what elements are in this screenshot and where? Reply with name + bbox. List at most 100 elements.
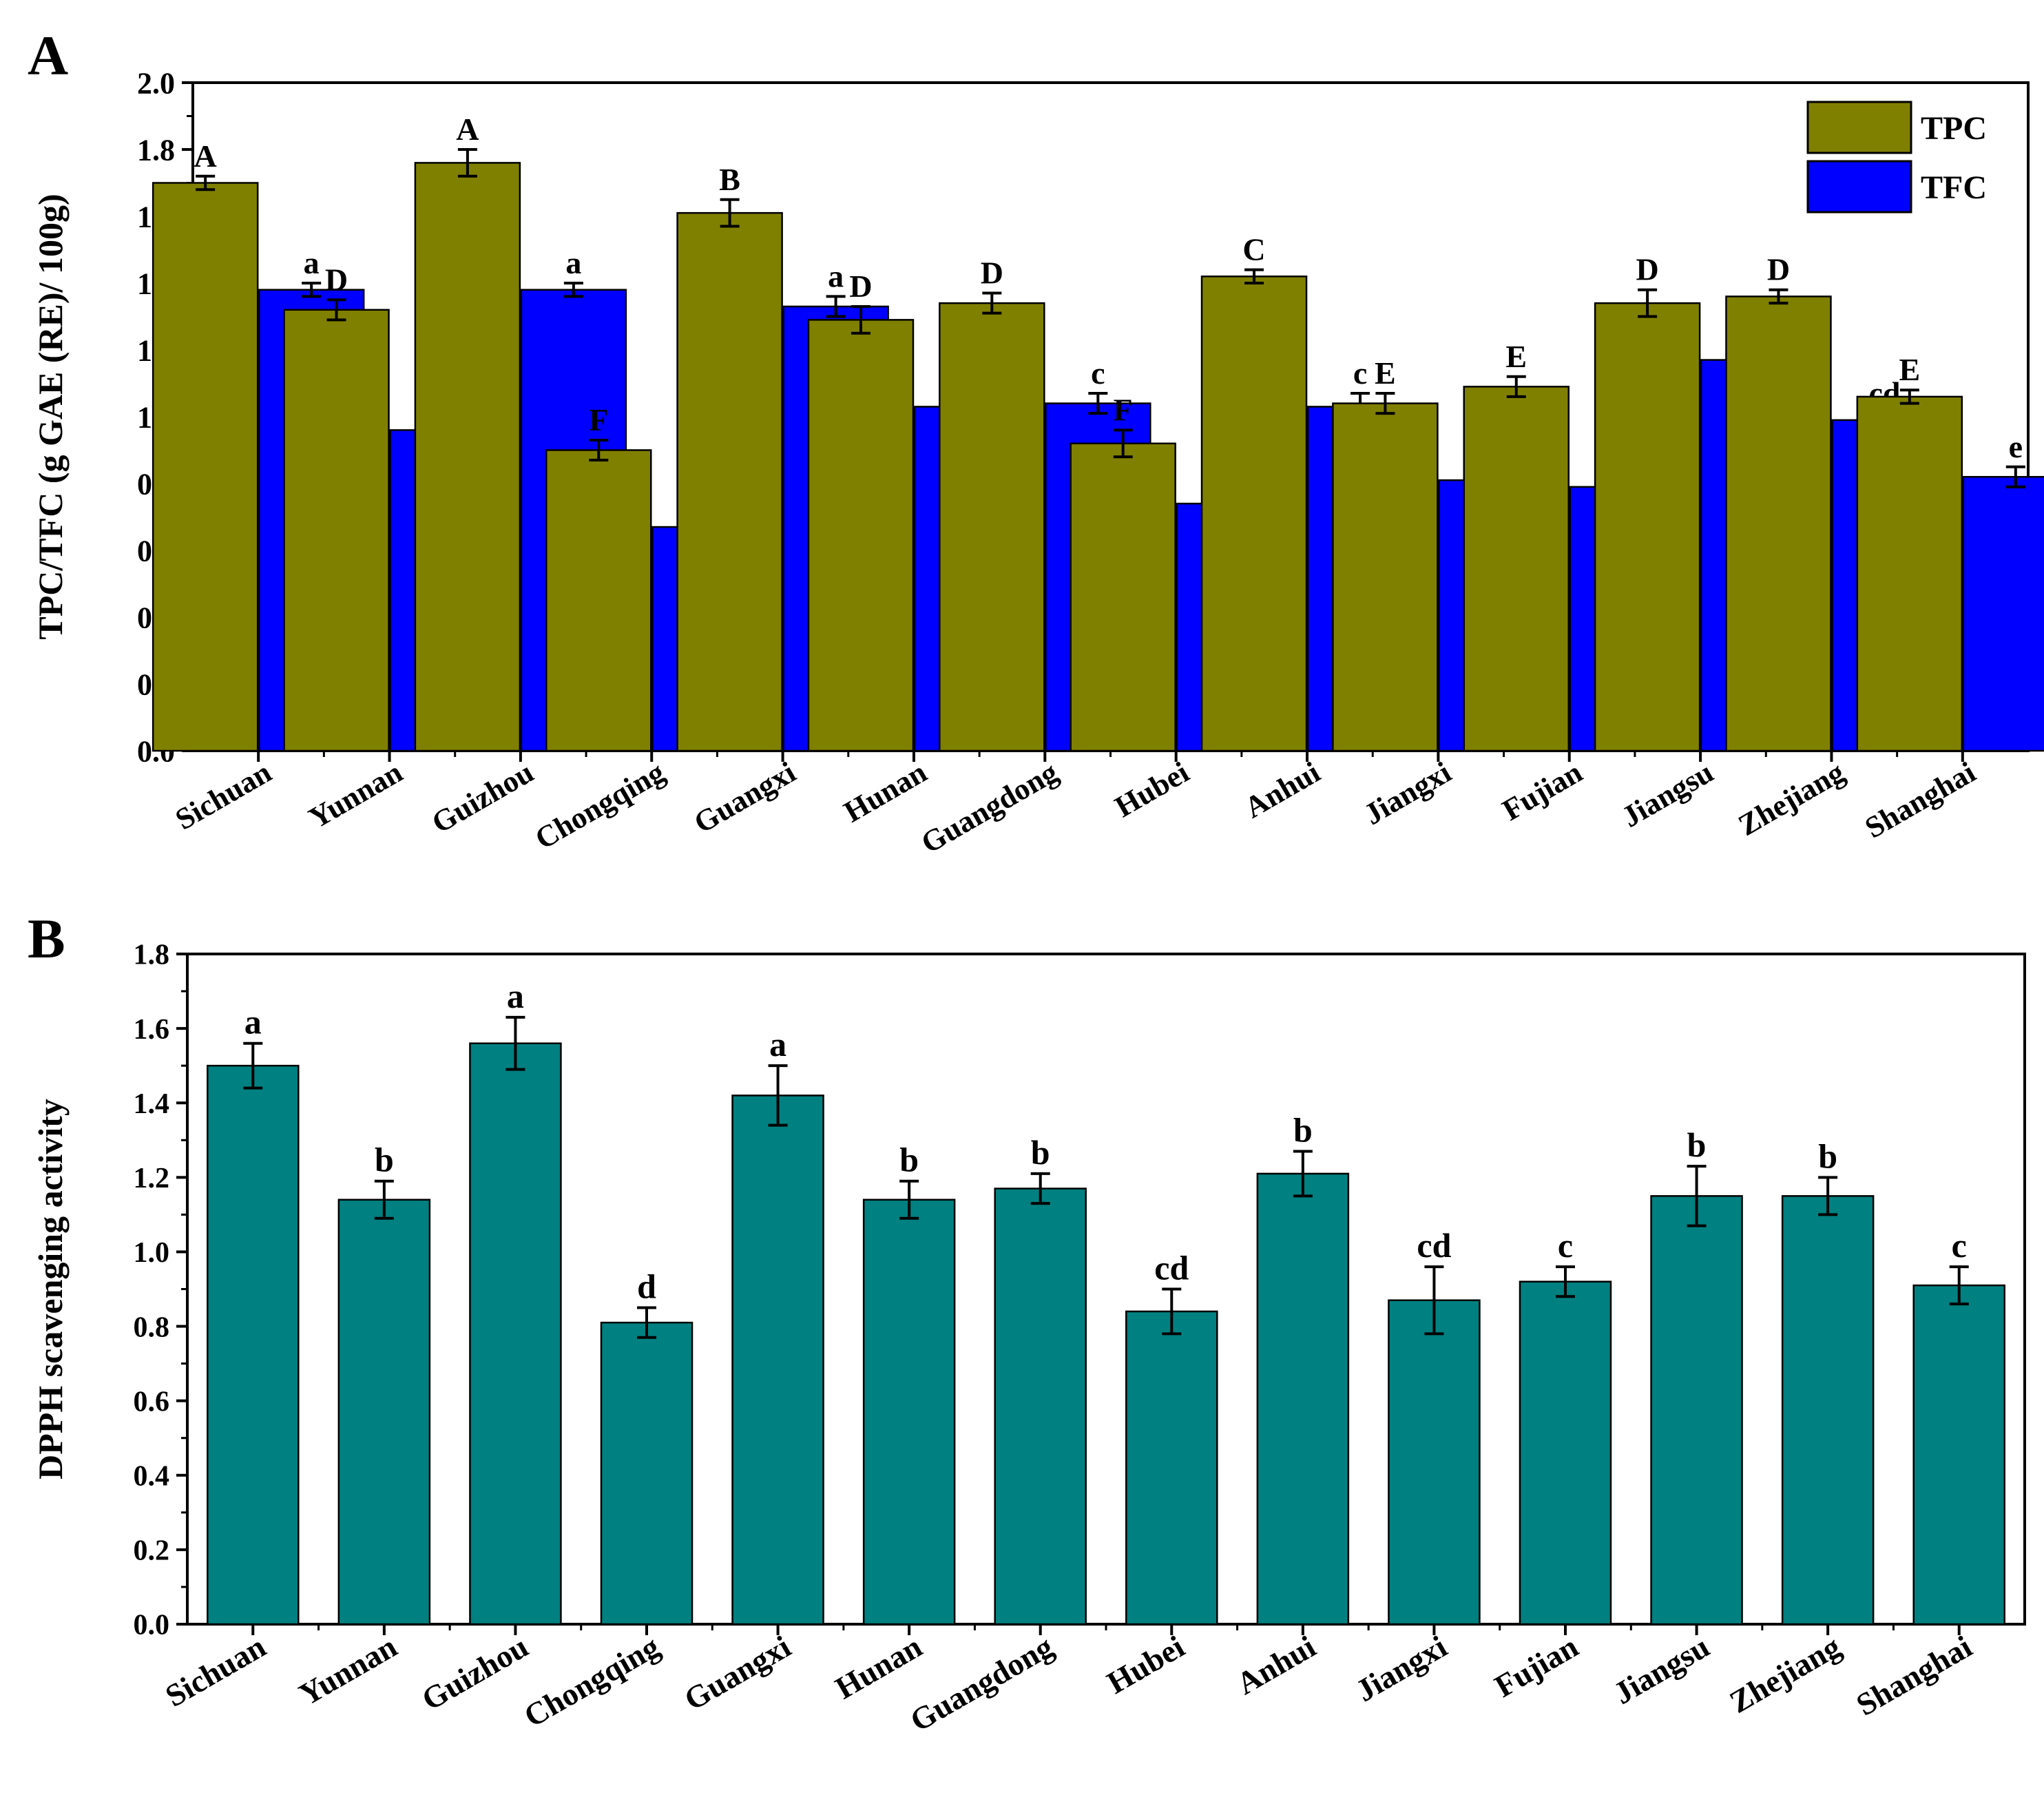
y-tick-label: 2.0 <box>137 66 175 100</box>
significance-label: a <box>565 245 581 280</box>
x-category-label: Fujian <box>1496 755 1587 827</box>
significance-label: F <box>1114 392 1133 427</box>
significance-label: b <box>1293 1110 1313 1149</box>
bar-tpc <box>676 211 783 752</box>
significance-label: F <box>589 402 608 437</box>
plot-frame <box>186 953 2026 1626</box>
bar-tpc <box>1725 295 1832 752</box>
x-category-label: Sichuan <box>169 755 277 836</box>
significance-label: C <box>1242 232 1265 267</box>
bar-tpc <box>414 162 521 752</box>
bar-tpc <box>152 182 259 752</box>
bar-tpc <box>1200 276 1308 752</box>
x-category-label: Guangxi <box>678 1628 797 1717</box>
significance-label: D <box>1767 252 1790 287</box>
x-category-label: Jiangxi <box>1350 1628 1453 1708</box>
y-axis-label: DPPH scavenging activity <box>31 1099 70 1480</box>
significance-label: A <box>194 138 217 174</box>
legend-swatch <box>1806 160 1912 214</box>
significance-label: a <box>244 1003 262 1041</box>
x-category-label: Anhui <box>1231 1628 1322 1701</box>
significance-label: b <box>1031 1133 1050 1172</box>
x-category-label: Anhui <box>1239 755 1326 824</box>
significance-label: A <box>456 112 479 147</box>
bar-dpph <box>469 1042 562 1626</box>
significance-label: a <box>304 245 320 280</box>
x-category-label: Zhejiang <box>1724 1628 1846 1719</box>
x-category-label: Guizhou <box>416 1628 534 1717</box>
bar-tpc <box>1856 395 1963 752</box>
significance-label: c <box>1952 1226 1967 1265</box>
x-category-label: Guangxi <box>688 755 801 840</box>
legend-swatch <box>1806 101 1912 154</box>
bar-dpph <box>337 1199 431 1626</box>
significance-label: B <box>719 162 740 197</box>
bar-dpph <box>862 1199 956 1626</box>
x-category-label: Jiangxi <box>1358 755 1457 831</box>
y-tick-label: 0.2 <box>134 1535 170 1567</box>
x-category-label: Guangdong <box>904 1628 1059 1738</box>
significance-label: D <box>981 256 1003 291</box>
bar-tpc <box>1594 302 1701 752</box>
panel-label: B <box>28 907 65 970</box>
bar-tpc <box>1463 386 1570 752</box>
bar-dpph <box>994 1187 1087 1626</box>
y-tick-label: 1.2 <box>134 1163 170 1194</box>
bar-dpph <box>1388 1299 1481 1626</box>
bar-dpph <box>1125 1310 1218 1626</box>
panel-a-chart: A0.00.20.40.60.81.01.21.41.61.82.0TPC/TF… <box>28 24 2044 860</box>
bar-dpph <box>207 1064 300 1626</box>
x-category-label: Hubei <box>1109 755 1195 824</box>
bar-dpph <box>1650 1195 1743 1626</box>
panel-label: A <box>28 24 68 87</box>
significance-label: cd <box>1417 1226 1451 1265</box>
bar-dpph <box>1781 1195 1875 1626</box>
significance-label: E <box>1505 339 1527 374</box>
bar-tpc <box>807 319 915 752</box>
significance-label: a <box>507 977 524 1015</box>
significance-label: D <box>849 269 872 304</box>
y-tick-label: 0.0 <box>134 1610 170 1641</box>
significance-label: D <box>1636 252 1658 287</box>
x-category-label: Hunan <box>838 755 932 829</box>
significance-label: d <box>637 1267 656 1306</box>
significance-label: cd <box>1154 1249 1189 1287</box>
y-axis-label: TPC/TFC (g GAE (RE)/ 100g) <box>31 194 70 639</box>
significance-label: b <box>1818 1137 1837 1175</box>
x-category-label: Chongqing <box>530 755 671 855</box>
x-category-label: Fujian <box>1489 1628 1584 1703</box>
panel-b-chart: B 0.0 0.2 0.4 0.6 0.8 1.0 1.2 1.4 1.6 1.8 DPPH scav… <box>28 907 2026 1739</box>
bar-dpph <box>1519 1280 1612 1626</box>
bar-tpc <box>283 309 390 752</box>
significance-label: b <box>375 1141 394 1179</box>
bar-dpph <box>1912 1284 2005 1626</box>
x-category-label: Jiangsu <box>1616 755 1719 834</box>
significance-label: E <box>1899 352 1920 387</box>
x-category-label: Yunnan <box>293 1628 403 1712</box>
bar-tpc <box>545 449 652 752</box>
legend-label: TFC <box>1921 169 1987 206</box>
y-tick-label: 0.4 <box>134 1460 170 1492</box>
significance-label: c <box>1091 355 1105 391</box>
x-category-label: Sichuan <box>159 1628 271 1713</box>
x-category-label: Chongqing <box>518 1628 665 1734</box>
x-category-label: Guizhou <box>426 755 539 840</box>
bar-tfc <box>1962 476 2044 752</box>
legend-label: TPC <box>1921 110 1987 147</box>
x-category-label: Shanghai <box>1850 1628 1978 1722</box>
significance-label: a <box>769 1025 786 1063</box>
bar-dpph <box>1256 1172 1350 1626</box>
y-tick-label: 1.4 <box>134 1088 170 1120</box>
significance-label: E <box>1375 355 1396 391</box>
x-category-label: Hubei <box>1101 1628 1191 1700</box>
significance-label: D <box>325 262 348 297</box>
significance-label: b <box>899 1141 919 1179</box>
x-category-label: Hunan <box>829 1628 928 1705</box>
y-tick-label: 0.8 <box>134 1311 170 1343</box>
significance-label: c <box>1353 355 1367 391</box>
y-tick-label: 1.8 <box>137 133 175 167</box>
significance-label: e <box>2009 429 2023 464</box>
x-category-label: Yunnan <box>303 755 408 835</box>
bar-dpph <box>731 1094 824 1626</box>
